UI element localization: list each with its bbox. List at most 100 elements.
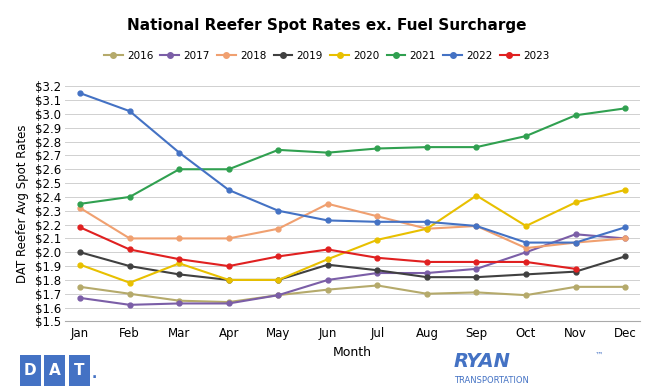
Line: 2017: 2017: [78, 232, 628, 307]
2016: [374, 283, 381, 288]
2016: [423, 291, 431, 296]
2021: [621, 106, 629, 111]
2018: [522, 246, 530, 250]
2017: [324, 278, 332, 282]
Bar: [44, 355, 65, 387]
2022: [324, 218, 332, 223]
2023: [225, 264, 232, 269]
2021: [374, 146, 381, 151]
2020: [621, 188, 629, 192]
2023: [423, 260, 431, 264]
2022: [374, 220, 381, 224]
Line: 2023: 2023: [78, 225, 578, 271]
2017: [473, 267, 481, 271]
2020: [76, 262, 84, 267]
2017: [374, 270, 381, 275]
2022: [571, 240, 579, 245]
2019: [374, 268, 381, 272]
2022: [473, 223, 481, 228]
Text: A: A: [49, 363, 61, 378]
2016: [76, 285, 84, 289]
2019: [473, 275, 481, 279]
Line: 2018: 2018: [78, 201, 628, 250]
2017: [126, 303, 134, 307]
2023: [274, 254, 282, 259]
2018: [374, 214, 381, 219]
2020: [274, 278, 282, 282]
Y-axis label: DAT Reefer Avg Spot Rates: DAT Reefer Avg Spot Rates: [16, 125, 29, 283]
2016: [522, 293, 530, 298]
2017: [76, 296, 84, 300]
2022: [621, 225, 629, 230]
2019: [76, 250, 84, 255]
2019: [522, 272, 530, 277]
Text: RYAN: RYAN: [454, 352, 511, 371]
2022: [76, 91, 84, 96]
Bar: [69, 355, 90, 387]
2023: [324, 247, 332, 252]
Text: T: T: [74, 363, 85, 378]
2022: [175, 150, 183, 155]
2022: [522, 240, 530, 245]
2019: [621, 254, 629, 259]
2021: [76, 201, 84, 206]
2016: [571, 285, 579, 289]
2018: [274, 227, 282, 231]
2017: [621, 236, 629, 241]
2018: [324, 201, 332, 206]
2020: [324, 257, 332, 261]
Line: 2019: 2019: [78, 250, 628, 282]
2023: [571, 267, 579, 271]
2016: [126, 291, 134, 296]
2021: [571, 113, 579, 118]
Line: 2020: 2020: [78, 188, 628, 285]
2017: [423, 270, 431, 275]
2016: [225, 300, 232, 305]
X-axis label: Month: Month: [333, 346, 372, 359]
2016: [175, 298, 183, 303]
Text: TRANSPORTATION: TRANSPORTATION: [454, 376, 529, 385]
2023: [473, 260, 481, 264]
2019: [126, 264, 134, 269]
Legend: 2016, 2017, 2018, 2019, 2020, 2021, 2022, 2023: 2016, 2017, 2018, 2019, 2020, 2021, 2022…: [100, 46, 553, 65]
Bar: [20, 355, 41, 387]
2021: [175, 167, 183, 172]
Text: ·: ·: [92, 370, 97, 385]
2018: [571, 240, 579, 245]
2018: [126, 236, 134, 241]
2023: [374, 256, 381, 260]
2018: [621, 236, 629, 241]
2021: [473, 145, 481, 149]
2021: [274, 147, 282, 152]
2019: [274, 278, 282, 282]
Line: 2016: 2016: [78, 283, 628, 305]
Line: 2021: 2021: [78, 106, 628, 206]
2021: [126, 194, 134, 199]
2018: [76, 206, 84, 211]
Text: ™: ™: [595, 351, 603, 360]
Line: 2022: 2022: [78, 91, 628, 245]
2016: [473, 290, 481, 295]
2019: [571, 269, 579, 274]
2020: [374, 238, 381, 242]
2021: [522, 134, 530, 138]
2017: [522, 250, 530, 255]
2017: [175, 301, 183, 306]
2016: [274, 293, 282, 298]
2020: [571, 200, 579, 205]
2020: [423, 227, 431, 231]
2023: [522, 260, 530, 264]
Text: National Reefer Spot Rates ex. Fuel Surcharge: National Reefer Spot Rates ex. Fuel Surc…: [127, 18, 526, 33]
2023: [76, 225, 84, 230]
2022: [126, 109, 134, 114]
2018: [423, 227, 431, 231]
Text: D: D: [24, 363, 37, 378]
2016: [621, 285, 629, 289]
2018: [175, 236, 183, 241]
2019: [423, 275, 431, 279]
2020: [225, 278, 232, 282]
2020: [175, 261, 183, 266]
2021: [324, 150, 332, 155]
2019: [175, 272, 183, 277]
2022: [423, 220, 431, 224]
